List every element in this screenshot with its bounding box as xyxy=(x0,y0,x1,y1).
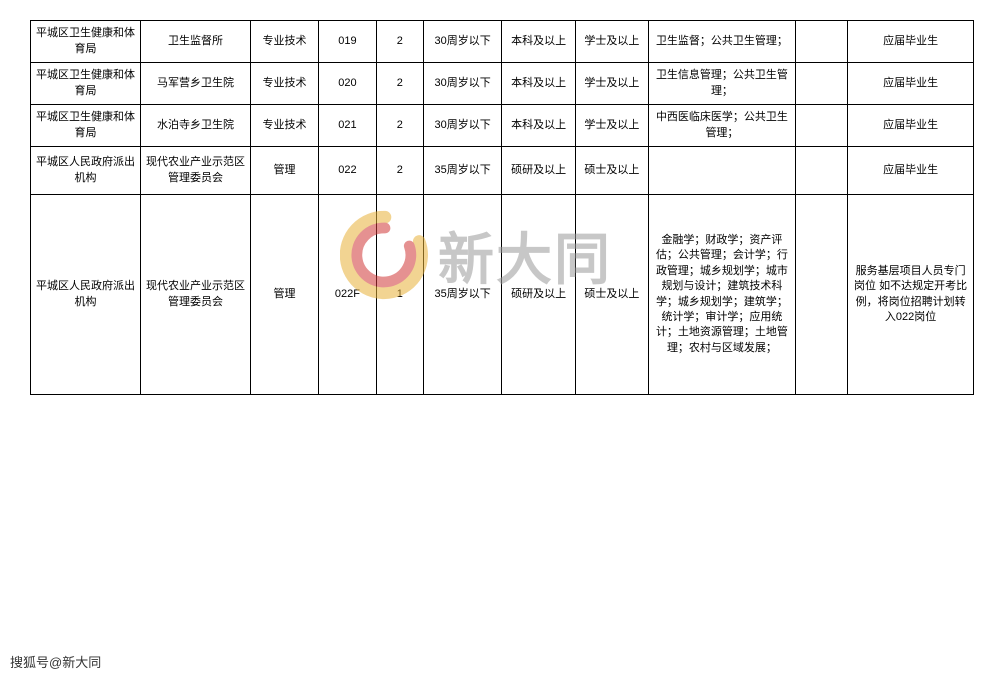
table-cell: 卫生监督；公共卫生管理； xyxy=(649,21,796,63)
table-cell: 硕研及以上 xyxy=(502,195,575,395)
table-cell: 平城区人民政府派出机构 xyxy=(31,147,141,195)
table-cell: 应届毕业生 xyxy=(848,147,974,195)
table-container: 平城区卫生健康和体育局卫生监督所专业技术019230周岁以下本科及以上学士及以上… xyxy=(0,0,1004,395)
recruitment-table: 平城区卫生健康和体育局卫生监督所专业技术019230周岁以下本科及以上学士及以上… xyxy=(30,20,974,395)
table-cell: 平城区人民政府派出机构 xyxy=(31,195,141,395)
table-cell: 中西医临床医学；公共卫生管理； xyxy=(649,105,796,147)
table-cell: 学士及以上 xyxy=(575,21,648,63)
table-cell: 马军营乡卫生院 xyxy=(141,63,251,105)
table-cell: 硕士及以上 xyxy=(575,147,648,195)
table-cell: 022 xyxy=(319,147,377,195)
table-cell: 专业技术 xyxy=(251,21,319,63)
table-cell: 2 xyxy=(376,147,423,195)
table-cell xyxy=(795,63,847,105)
table-cell: 2 xyxy=(376,63,423,105)
table-cell: 020 xyxy=(319,63,377,105)
table-cell: 管理 xyxy=(251,195,319,395)
table-cell: 现代农业产业示范区管理委员会 xyxy=(141,195,251,395)
footer-attribution: 搜狐号@新大同 xyxy=(10,652,101,671)
table-cell: 专业技术 xyxy=(251,63,319,105)
table-cell: 专业技术 xyxy=(251,105,319,147)
table-cell: 本科及以上 xyxy=(502,63,575,105)
table-cell: 35周岁以下 xyxy=(423,195,502,395)
table-cell: 本科及以上 xyxy=(502,21,575,63)
table-cell: 应届毕业生 xyxy=(848,63,974,105)
table-cell: 平城区卫生健康和体育局 xyxy=(31,105,141,147)
table-cell: 本科及以上 xyxy=(502,105,575,147)
table-cell: 金融学；财政学；资产评估；公共管理；会计学；行政管理；城乡规划学；城市规划与设计… xyxy=(649,195,796,395)
table-row: 平城区人民政府派出机构现代农业产业示范区管理委员会管理022235周岁以下硕研及… xyxy=(31,147,974,195)
table-cell: 卫生监督所 xyxy=(141,21,251,63)
table-cell: 服务基层项目人员专门岗位 如不达规定开考比例，将岗位招聘计划转入022岗位 xyxy=(848,195,974,395)
table-cell: 2 xyxy=(376,21,423,63)
table-cell: 学士及以上 xyxy=(575,63,648,105)
table-cell: 硕士及以上 xyxy=(575,195,648,395)
table-cell: 应届毕业生 xyxy=(848,21,974,63)
table-cell: 30周岁以下 xyxy=(423,105,502,147)
table-cell: 30周岁以下 xyxy=(423,63,502,105)
table-cell xyxy=(795,105,847,147)
table-cell: 学士及以上 xyxy=(575,105,648,147)
table-cell: 2 xyxy=(376,105,423,147)
table-cell: 平城区卫生健康和体育局 xyxy=(31,21,141,63)
table-cell xyxy=(649,147,796,195)
table-cell: 应届毕业生 xyxy=(848,105,974,147)
table-cell: 管理 xyxy=(251,147,319,195)
table-cell xyxy=(795,147,847,195)
table-cell: 现代农业产业示范区管理委员会 xyxy=(141,147,251,195)
table-cell: 卫生信息管理；公共卫生管理； xyxy=(649,63,796,105)
table-cell: 30周岁以下 xyxy=(423,21,502,63)
table-cell: 1 xyxy=(376,195,423,395)
table-cell: 35周岁以下 xyxy=(423,147,502,195)
table-cell: 019 xyxy=(319,21,377,63)
table-row: 平城区卫生健康和体育局卫生监督所专业技术019230周岁以下本科及以上学士及以上… xyxy=(31,21,974,63)
table-cell: 硕研及以上 xyxy=(502,147,575,195)
table-cell: 021 xyxy=(319,105,377,147)
table-row: 平城区人民政府派出机构现代农业产业示范区管理委员会管理022F135周岁以下硕研… xyxy=(31,195,974,395)
table-cell: 水泊寺乡卫生院 xyxy=(141,105,251,147)
table-cell: 022F xyxy=(319,195,377,395)
table-row: 平城区卫生健康和体育局水泊寺乡卫生院专业技术021230周岁以下本科及以上学士及… xyxy=(31,105,974,147)
table-cell: 平城区卫生健康和体育局 xyxy=(31,63,141,105)
table-cell xyxy=(795,21,847,63)
table-cell xyxy=(795,195,847,395)
table-row: 平城区卫生健康和体育局马军营乡卫生院专业技术020230周岁以下本科及以上学士及… xyxy=(31,63,974,105)
